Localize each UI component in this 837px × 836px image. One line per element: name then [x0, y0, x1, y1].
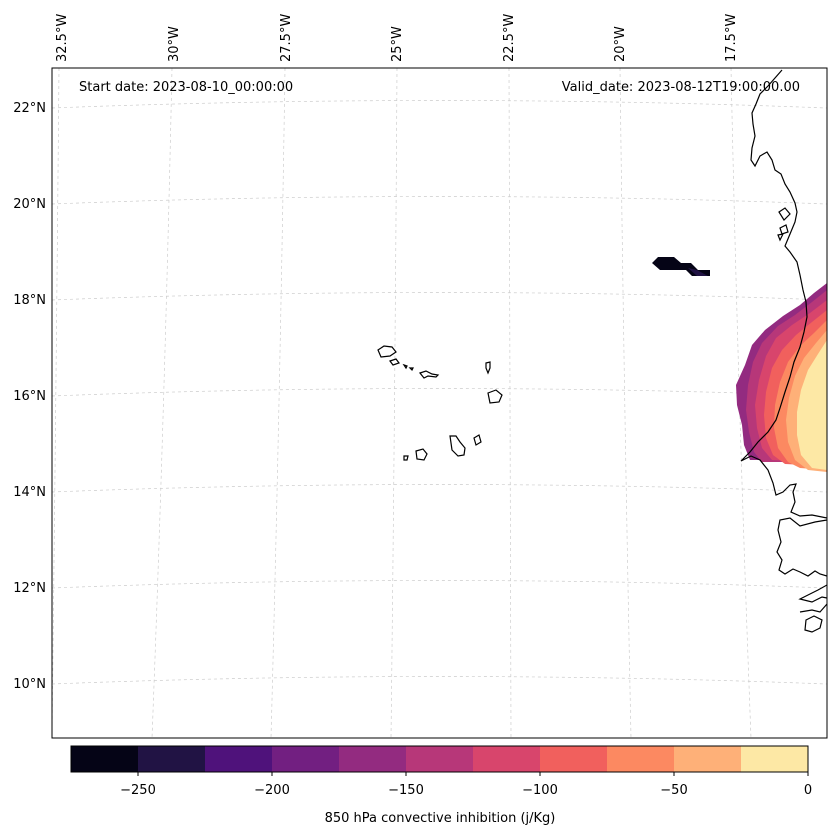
colorbar-swatch	[540, 746, 608, 772]
colorbar-tick-label: 0	[804, 783, 812, 798]
colorbar-border	[70, 745, 809, 773]
island-sao-vicente	[389, 358, 400, 366]
lat-label: 12°N	[13, 581, 46, 596]
colorbar-ticks: −250 −200 −150 −100 −50 0	[120, 783, 812, 798]
island-brava	[403, 455, 409, 461]
cin-contours	[652, 257, 827, 472]
lon-label: 17.5°W	[724, 14, 739, 62]
west-africa-coastline	[740, 69, 827, 519]
lat-label: 20°N	[13, 197, 46, 212]
lat-label: 16°N	[13, 389, 46, 404]
island-santo-antao	[377, 345, 397, 358]
island-maio	[473, 434, 482, 446]
colorbar-tick-label: −250	[120, 783, 156, 798]
cin-patch-strong-inner	[688, 268, 708, 276]
colorbar-swatch	[339, 746, 407, 772]
cape-verde-islands	[377, 345, 503, 461]
lat-label: 14°N	[13, 485, 46, 500]
valid-date-label: Valid_date: 2023-08-12T19:00:00.00	[562, 80, 800, 95]
colorbar-swatch	[406, 746, 474, 772]
colorbar-tick-label: −200	[254, 783, 290, 798]
island-santiago	[449, 435, 466, 457]
lon-label: 20°W	[613, 26, 628, 62]
colorbar-swatch	[138, 746, 206, 772]
lon-label: 22.5°W	[502, 14, 517, 62]
map-frame	[51, 67, 828, 739]
colorbar-swatch	[272, 746, 340, 772]
cin-contour-level-7	[797, 340, 827, 470]
colorbar-swatch	[674, 746, 742, 772]
colorbar-tick-label: −50	[660, 783, 687, 798]
island-boa-vista	[487, 389, 503, 404]
islet-a	[408, 367, 414, 372]
colorbar-swatch	[741, 746, 809, 772]
parallel-gridlines	[52, 100, 827, 685]
island-santa-luzia	[402, 363, 408, 370]
small-coast-islands	[777, 207, 791, 242]
lat-label: 22°N	[13, 101, 46, 116]
colorbar-swatch	[205, 746, 273, 772]
lon-label: 30°W	[167, 26, 182, 62]
island-sal	[485, 361, 491, 375]
colorbar-swatch	[71, 746, 139, 772]
lat-label: 18°N	[13, 293, 46, 308]
colorbar	[70, 745, 809, 776]
latitude-labels: 22°N 20°N 18°N 16°N 14°N 12°N 10°N	[13, 101, 46, 692]
lon-label: 25°W	[390, 26, 405, 62]
colorbar-title: 850 hPa convective inhibition (j/Kg)	[325, 811, 556, 826]
colorbar-tick-label: −100	[522, 783, 558, 798]
colorbar-tick-label: −150	[388, 783, 424, 798]
start-date-label: Start date: 2023-08-10_00:00:00	[79, 80, 293, 95]
gambia-guinea-coastline	[776, 517, 827, 577]
lon-label: 32.5°W	[55, 14, 70, 62]
coastlines	[740, 69, 827, 633]
island-fogo	[415, 448, 428, 461]
colorbar-swatch	[607, 746, 675, 772]
longitude-labels: 32.5°W 30°W 27.5°W 25°W 22.5°W 20°W 17.5…	[55, 14, 739, 62]
map-area	[52, 68, 827, 738]
lon-label: 27.5°W	[279, 14, 294, 62]
island-sao-nicolau	[418, 370, 440, 379]
colorbar-swatch	[473, 746, 541, 772]
bissagos-coastline	[798, 584, 827, 633]
lat-label: 10°N	[13, 677, 46, 692]
